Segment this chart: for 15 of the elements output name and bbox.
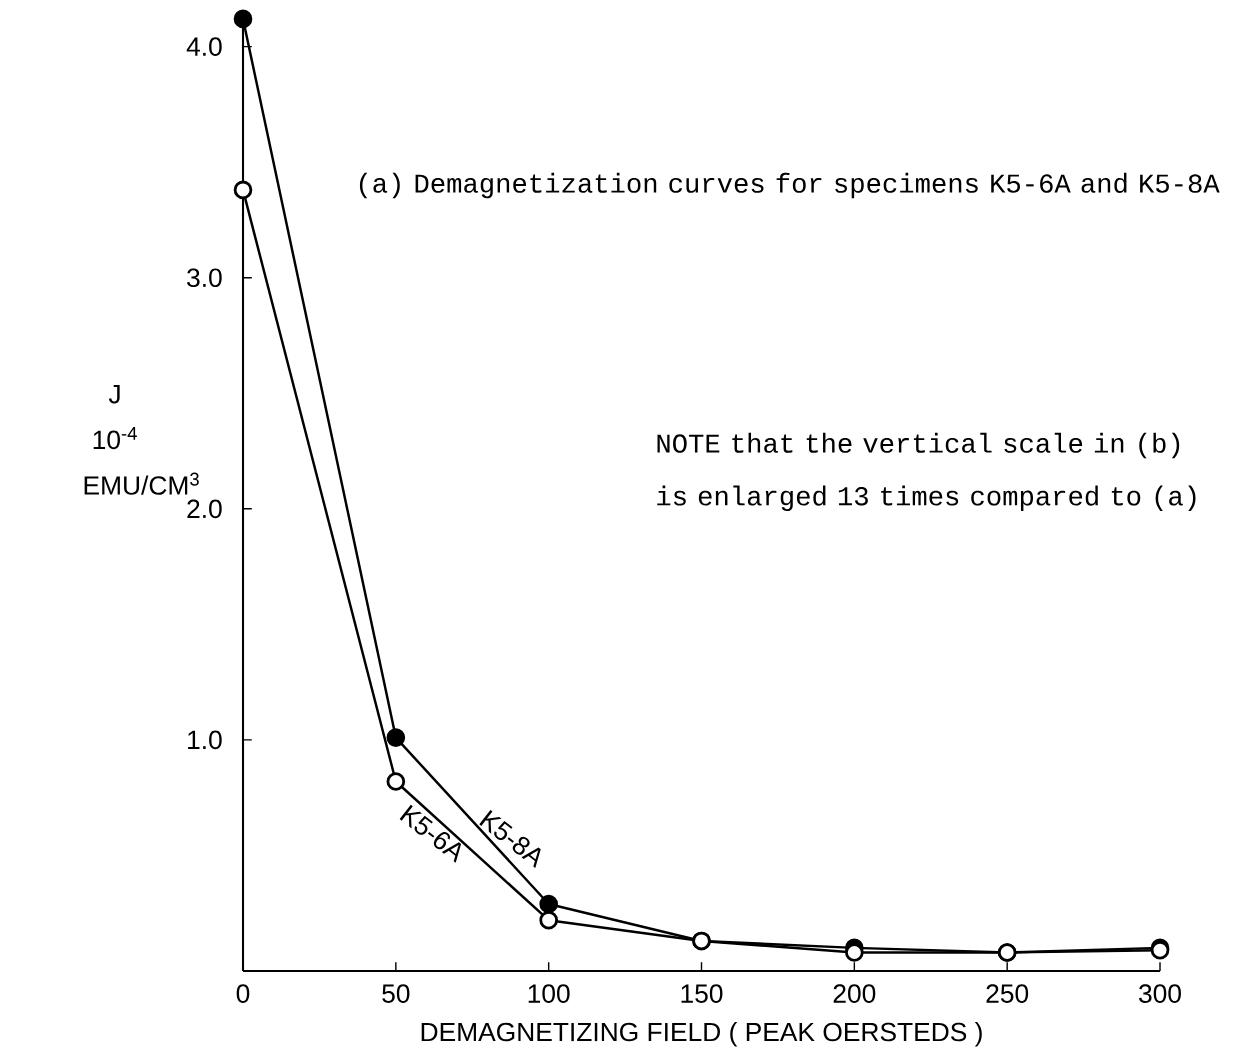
x-axis-title: DEMAGNETIZING FIELD ( PEAK OERSTEDS ): [421, 1022, 982, 1047]
annotation: (a) Demagnetization curves for specimens K5-6A and K5-8A: [359, 172, 1220, 199]
y-tick-label: 2.0: [187, 499, 222, 519]
x-tick-label: 200: [833, 984, 876, 1003]
y-tick-label: 1.0: [188, 730, 222, 750]
annotation: NOTE that the vertical scale in (b) is enlarged 13 times compared to (a): [657, 432, 1196, 511]
y-tick-label: 4.0: [186, 37, 222, 56]
x-tick-label: 150: [681, 984, 723, 1003]
x-tick-label: 250: [986, 984, 1029, 1003]
x-tick-label: 100: [528, 984, 570, 1003]
text: J 10$^{-4}$ EMU/CM$^{3}$: [84, 385, 199, 495]
x-tick-label: 0: [236, 984, 250, 1003]
x-tick-label: 300: [1139, 984, 1181, 1003]
x-tick-label: 50: [382, 984, 410, 1003]
y-tick-label: 3.0: [187, 268, 222, 288]
